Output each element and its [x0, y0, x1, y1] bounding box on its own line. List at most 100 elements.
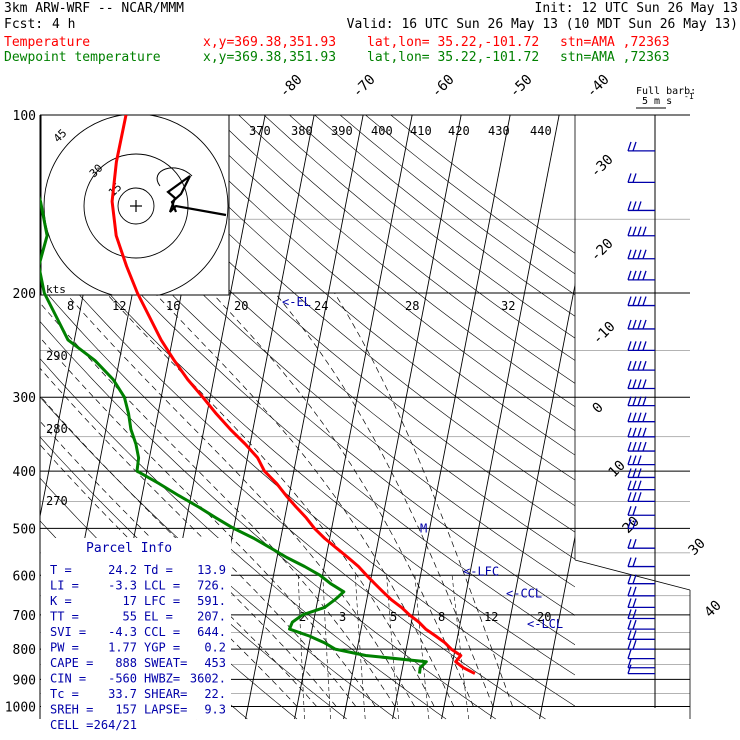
- dry-adiabat-line: [60, 115, 575, 560]
- wind-barb-flag: [642, 270, 647, 281]
- moist-adiabat-line: [65, 292, 415, 707]
- parcel-field-label: LCL =: [144, 579, 180, 593]
- wind-barb-flag: [637, 341, 642, 351]
- parcel-field-value: 22.: [204, 687, 226, 701]
- right-frame-diagonal: [574, 559, 691, 591]
- theta-label-left: 290: [46, 349, 68, 363]
- temperature-tick-label: -40: [584, 72, 613, 101]
- wind-barb-flag: [632, 538, 637, 549]
- wind-barb-flag: [637, 270, 642, 281]
- wind-barb-flag: [642, 427, 647, 438]
- wind-barb-flag: [632, 226, 637, 236]
- parcel-field-value: 726.: [197, 579, 226, 593]
- wind-barb-flag: [627, 586, 632, 597]
- parcel-field-label: CCL =: [144, 625, 180, 639]
- parcel-field-value: 3602.: [190, 672, 226, 686]
- mixing-ratio-label: 3: [339, 610, 346, 624]
- wind-barb-flag: [642, 319, 647, 330]
- valid-time: Valid: 16 UTC Sun 26 May 13 (10 MDT Sun …: [346, 17, 738, 32]
- parcel-field-value: 33.7: [108, 687, 137, 701]
- wind-barb-flag: [632, 141, 637, 152]
- mixing-ratio-label: 2: [299, 610, 306, 624]
- moist-adiabat-label: 20: [234, 299, 248, 313]
- wind-barb-flag: [632, 574, 637, 584]
- parcel-field-value: 207.: [197, 610, 226, 624]
- level-marker: M: [420, 521, 427, 535]
- wind-barb-flag: [637, 226, 642, 236]
- wind-barb-flag: [642, 379, 647, 389]
- moist-adiabat-label: 8: [67, 299, 74, 313]
- wind-barb-flag: [642, 296, 647, 306]
- parcel-field-value: 9.3: [204, 703, 226, 717]
- wind-barb-flag: [632, 296, 637, 306]
- wind-barb-flag: [632, 619, 637, 630]
- parcel-field-value: 157: [115, 703, 137, 717]
- temperature-tick-label: 20: [620, 514, 643, 537]
- forecast-hours: 4 h: [52, 17, 76, 32]
- mixing-ratio-line: [451, 575, 469, 720]
- parcel-field-value: -4.3: [108, 625, 137, 639]
- wind-barb-flag: [632, 639, 637, 650]
- theta-label: 400: [371, 124, 393, 138]
- wind-barb-flag: [632, 609, 637, 619]
- temperature-tick-label: -10: [590, 319, 619, 348]
- wind-barb-flag: [627, 557, 632, 567]
- wind-barb-flag: [637, 360, 642, 371]
- level-markers: <-EL <-LFC <-CCL <-LCL M: [282, 295, 563, 631]
- wind-barb-flag: [637, 296, 642, 306]
- mixing-ratio-line: [386, 575, 399, 720]
- mixing-ratio-grid: [298, 575, 469, 720]
- dry-adiabat-line: [213, 115, 575, 408]
- temperature-trace: [110, 115, 476, 675]
- wind-barb-flag: [627, 609, 632, 619]
- theta-label-left: 280: [46, 422, 68, 436]
- mixing-ratio-label: 8: [438, 610, 445, 624]
- theta-label: 370: [249, 124, 271, 138]
- wind-barb-flag: [627, 630, 632, 640]
- parcel-field-value: 264/21: [94, 718, 137, 732]
- moist-adiabat-label: 24: [314, 299, 328, 313]
- theta-label-left: 270: [46, 494, 68, 508]
- wind-barb-flag: [627, 412, 632, 422]
- hodograph-frame: [40, 114, 230, 296]
- dry-adiabat-line: [40, 249, 575, 707]
- moist-adiabat-line: [154, 292, 455, 707]
- wind-barb-flag: [637, 412, 642, 422]
- parcel-field-label: LAPSE=: [144, 703, 187, 717]
- isotherm-line: [589, 115, 707, 719]
- dry-adiabat-line: [111, 115, 575, 507]
- isotherm-line: [0, 115, 20, 719]
- init-time: Init: 12 UTC Sun 26 May 13: [534, 1, 739, 16]
- theta-label: 430: [488, 124, 510, 138]
- parcel-field-label: EL =: [144, 610, 173, 624]
- header: 3km ARW-WRF -- NCAR/MMM Init: 12 UTC Sun…: [0, 0, 740, 70]
- parcel-field-label: SWEAT=: [144, 656, 187, 670]
- temperature-tick-label: -20: [588, 236, 617, 265]
- pressure-tick-label: 800: [13, 643, 36, 658]
- hodograph-rings: [43, 115, 229, 295]
- wind-barb-flag: [627, 658, 632, 668]
- pressure-tick-label: 300: [13, 391, 36, 406]
- parcel-field-label: CAPE =: [50, 656, 93, 670]
- parcel-info-title: Parcel Info: [86, 541, 172, 556]
- parcel-field-label: SVI =: [50, 625, 86, 639]
- parcel-field-value: 13.9: [197, 563, 226, 577]
- dry-adiabat-line: [162, 115, 575, 456]
- dry-adiabat-line: [40, 284, 546, 720]
- temperature-legend: Temperature: [4, 35, 91, 50]
- wind-barb-flag: [627, 598, 632, 608]
- parcel-field-label: TT =: [50, 610, 79, 624]
- moist-adiabat-label: 12: [112, 299, 126, 313]
- temperature-tick-label: 40: [702, 598, 725, 621]
- wind-barb-flag: [627, 639, 632, 650]
- level-marker: <-EL: [282, 295, 311, 309]
- wind-barb-flag: [632, 427, 637, 438]
- parcel-field-value: 591.: [197, 594, 226, 608]
- isotherm-line: [441, 115, 560, 720]
- wind-barb-flag: [632, 557, 637, 567]
- wind-barb-flag: [627, 319, 632, 330]
- moist-adiabat-line: [334, 292, 513, 707]
- wind-legend-title: Full barb:: [636, 86, 696, 97]
- theta-label: 380: [291, 124, 313, 138]
- temperature-tick-label: -50: [507, 72, 536, 101]
